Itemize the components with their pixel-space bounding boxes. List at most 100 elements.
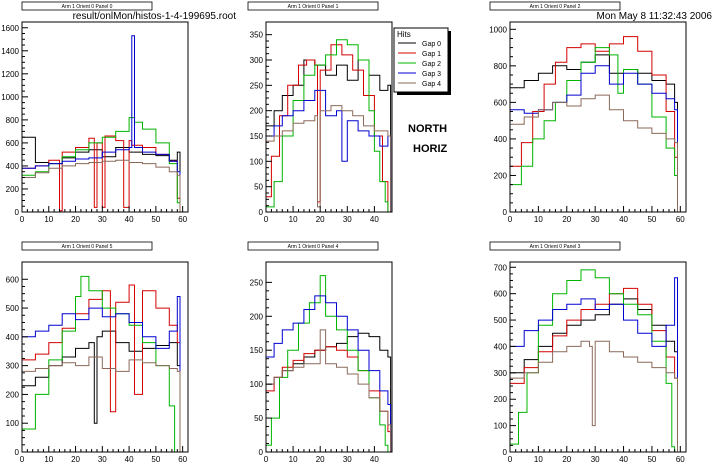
series-4 (265, 105, 392, 212)
x-tick-label: 30 (591, 455, 600, 464)
x-tick-label: 20 (71, 215, 80, 224)
y-tick-label: 600 (494, 290, 508, 299)
series-2 (509, 269, 676, 452)
series-1 (509, 287, 678, 452)
y-tick-label: 0 (15, 448, 20, 457)
x-tick-label: 10 (534, 215, 543, 224)
x-tick-label: 50 (151, 455, 160, 464)
x-tick-label: 0 (20, 215, 25, 224)
x-tick-label: 50 (151, 215, 160, 224)
annotation-horiz: HORIZ (413, 143, 448, 155)
panel-title: Arm 1 Orient 0 Panel 5 (62, 244, 113, 250)
panel-frame (265, 21, 393, 213)
legend-entries: Gap 0 Gap 1 Gap 2 Gap 3 Gap 4 (398, 41, 441, 88)
panel-frame (265, 261, 393, 453)
x-tick-label: 40 (619, 455, 628, 464)
panel-1: Arm 1 Orient 0 Panel 1 0 10 20 30 40 0 50 100 150… (247, 1, 393, 224)
y-tick-label: 400 (494, 342, 508, 351)
x-tick-label: 20 (316, 455, 325, 464)
x-tick-label: 60 (178, 455, 187, 464)
y-tick-label: 200 (250, 312, 264, 321)
y-tick-label: 150 (250, 132, 264, 141)
y-tick-label: 100 (6, 419, 20, 428)
series-1 (21, 284, 183, 453)
x-tick-label: 40 (125, 455, 134, 464)
panel-title-box (21, 241, 153, 251)
x-tick-label: 10 (289, 455, 298, 464)
x-tick-label: 60 (676, 455, 685, 464)
y-tick-label: 800 (494, 62, 508, 71)
series-3 (265, 89, 392, 212)
x-tick-label: 30 (98, 455, 107, 464)
x-tick-label: 40 (370, 455, 379, 464)
series-1 (509, 36, 678, 212)
y-tick-label: 400 (6, 333, 20, 342)
x-tick-label: 40 (125, 215, 134, 224)
x-tick-label: 30 (343, 455, 352, 464)
annotation-north: NORTH (408, 123, 447, 135)
y-tick-label: 150 (250, 346, 264, 355)
series-1 (265, 44, 391, 213)
y-tick-label: 1000 (489, 25, 507, 34)
x-tick-label: 50 (647, 455, 656, 464)
legend-label: Gap 1 (422, 51, 441, 58)
panel-0: Arm 1 Orient 0 Panel 00 10 20 30 40 50 6002004… (1, 1, 189, 224)
legend-label: Gap 0 (422, 41, 441, 48)
y-tick-label: 300 (494, 369, 508, 378)
y-tick-label: 300 (250, 56, 264, 65)
y-tick-label: 1600 (1, 24, 19, 33)
y-tick-label: 100 (250, 380, 264, 389)
series-1 (265, 346, 392, 452)
y-tick-label: 500 (6, 304, 20, 313)
panel-frame (21, 261, 189, 453)
y-tick-label: 300 (6, 362, 20, 371)
series-0 (265, 59, 392, 212)
y-tick-label: 100 (250, 157, 264, 166)
series-3 (21, 296, 181, 452)
timestamp: Mon May 8 11:32:43 2006 (597, 11, 713, 22)
panel-3: Arm 1 Orient 0 Panel 50 10 20 30 40 50 6001002… (6, 241, 189, 464)
y-tick-label: 250 (250, 81, 264, 90)
root-filename: result/onlMon/histos-1-4-199695.root (73, 11, 237, 22)
series-2 (509, 47, 678, 212)
legend-label: Gap 4 (422, 81, 441, 88)
legend-title: Hits (397, 30, 411, 39)
y-tick-label: 600 (6, 139, 20, 148)
y-tick-label: 0 (259, 448, 264, 457)
y-tick-label: 200 (494, 171, 508, 180)
y-tick-label: 800 (6, 116, 20, 125)
y-tick-label: 1000 (1, 93, 19, 102)
series-1 (21, 135, 181, 212)
x-tick-label: 30 (343, 215, 352, 224)
panel-grid: Arm 1 Orient 0 Panel 00 10 20 30 40 50 6002004… (1, 1, 687, 464)
panel-title: Arm 1 Orient 0 Panel 1 (288, 4, 339, 10)
x-tick-label: 0 (508, 215, 513, 224)
legend-label: Gap 3 (422, 71, 441, 78)
y-tick-label: 0 (503, 448, 508, 457)
panel-frame (21, 21, 189, 213)
x-tick-label: 50 (647, 215, 656, 224)
x-tick-label: 0 (264, 215, 269, 224)
panel-title: Arm 1 Orient 0 Panel 0 (62, 4, 113, 10)
y-tick-label: 0 (503, 208, 508, 217)
series-0 (265, 332, 392, 452)
y-tick-label: 100 (494, 422, 508, 431)
y-tick-label: 600 (494, 98, 508, 107)
x-tick-label: 10 (44, 215, 53, 224)
x-tick-label: 20 (562, 455, 571, 464)
panel-frame (509, 261, 687, 453)
x-tick-label: 60 (676, 215, 685, 224)
y-tick-label: 1400 (1, 47, 19, 56)
y-tick-label: 50 (254, 414, 263, 423)
legend: Hits Gap 0 Gap 1 Gap 2 Gap 3 Gap 4 (393, 27, 451, 95)
series-4 (509, 94, 678, 212)
x-tick-label: 20 (71, 455, 80, 464)
panel-title-box (489, 241, 621, 251)
x-tick-label: 20 (316, 215, 325, 224)
y-tick-label: 400 (6, 162, 20, 171)
series-4 (509, 340, 678, 452)
series-4 (265, 329, 392, 452)
y-tick-label: 0 (15, 208, 20, 217)
legend-box (393, 27, 449, 93)
